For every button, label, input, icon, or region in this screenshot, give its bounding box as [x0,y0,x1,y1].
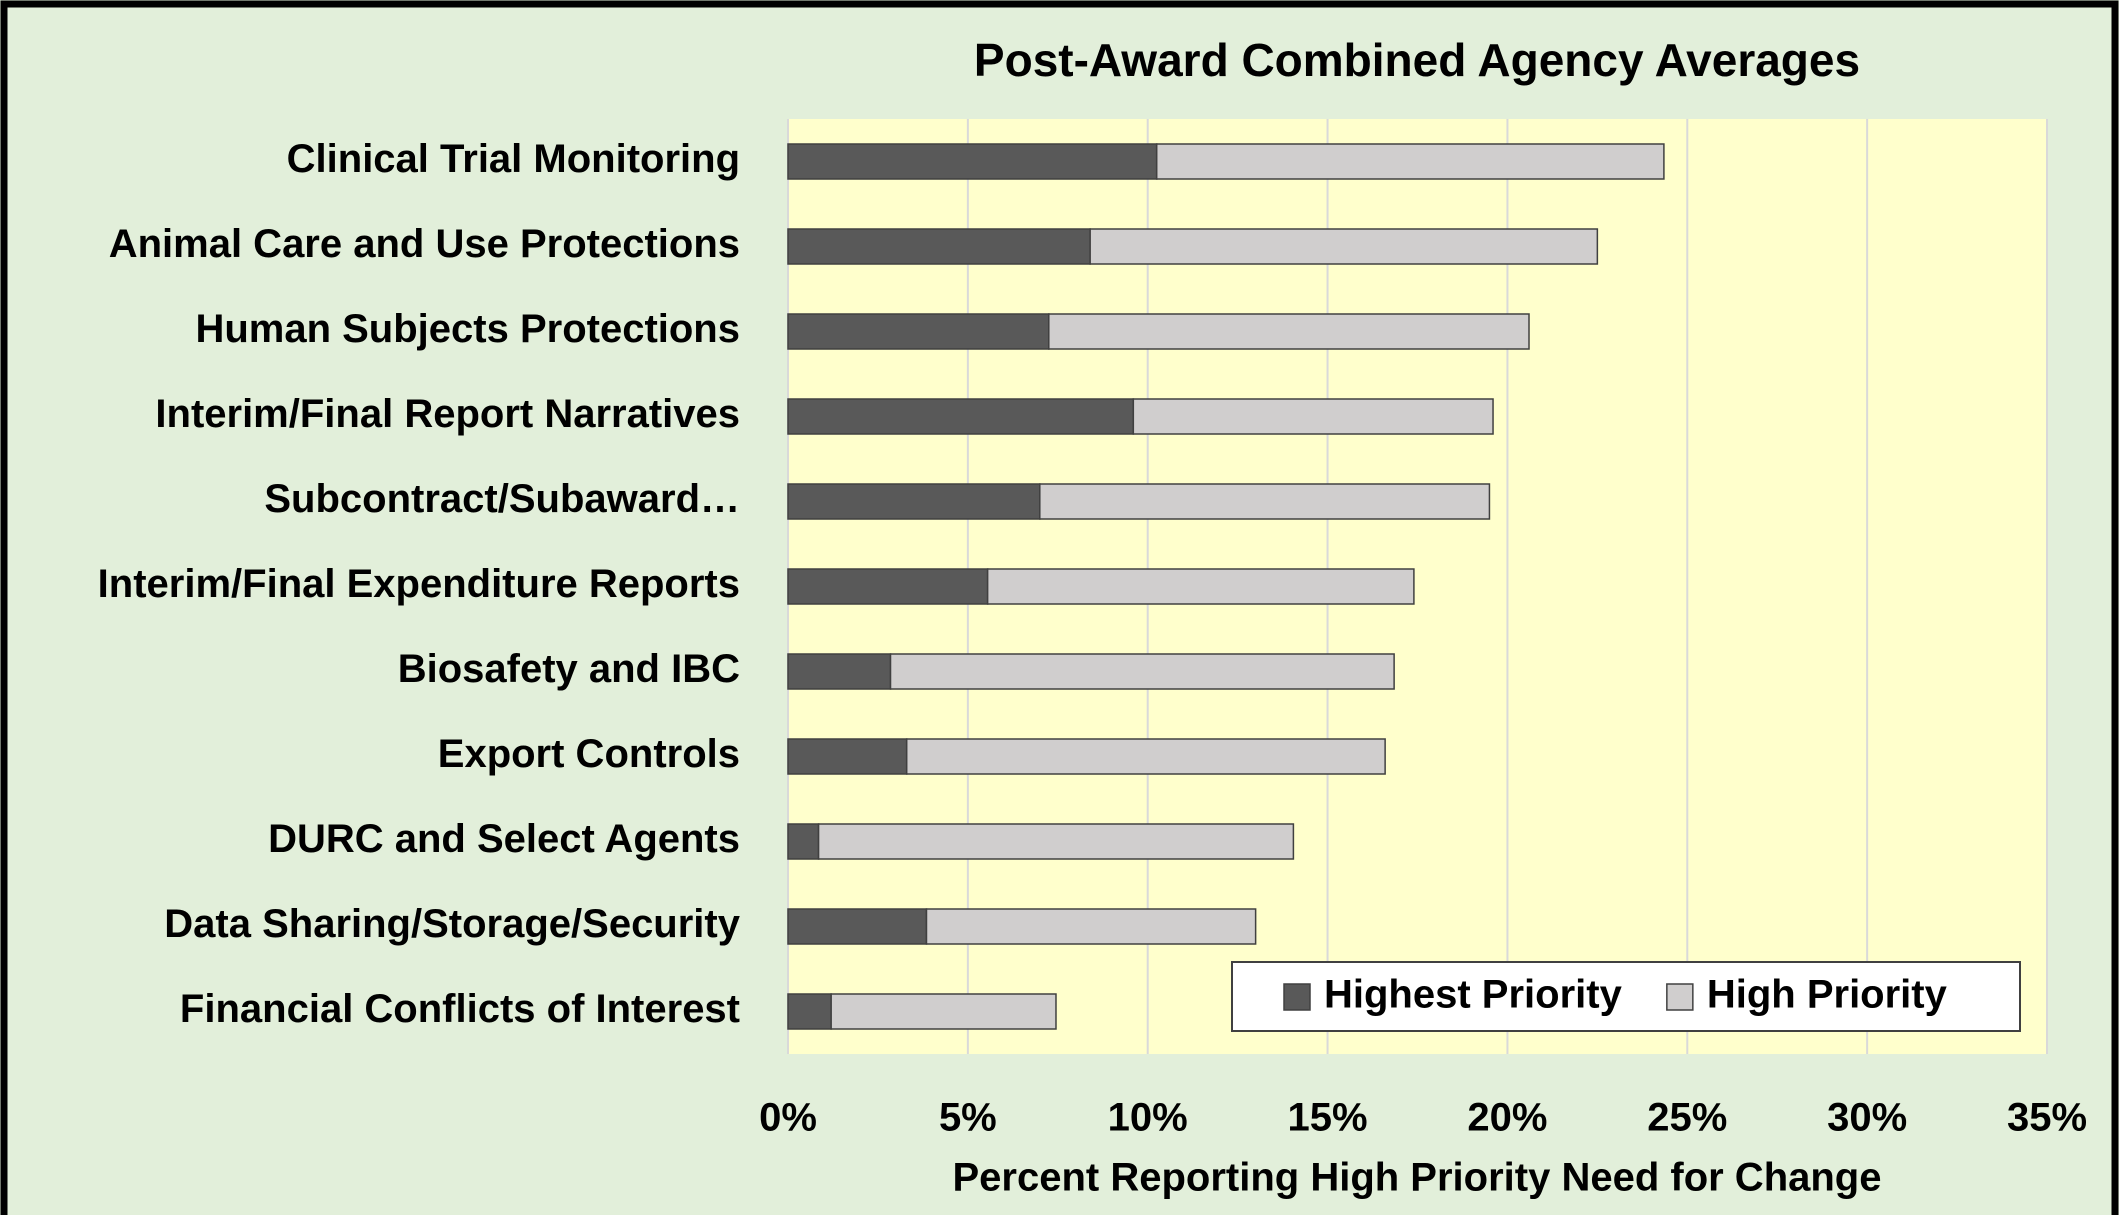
x-tick-label: 5% [939,1096,997,1140]
bar-segment [787,823,820,860]
bar-segment [1132,398,1494,435]
x-tick-label: 20% [1467,1096,1547,1140]
bar-segment [1155,143,1665,180]
bar-segment [925,908,1257,945]
bar-segment [787,228,1091,265]
y-tick-label: Animal Care and Use Protections [109,222,740,266]
y-tick-label: Clinical Trial Monitoring [287,137,740,181]
bar-segment [787,313,1050,350]
bar-segment [787,908,928,945]
bar-segment [889,653,1395,690]
y-tick-label: Subcontract/Subaward… [264,477,740,521]
legend-box [1231,961,2021,1032]
x-axis-label: Percent Reporting High Priority Need for… [952,1156,1881,1200]
legend-swatch [1283,983,1311,1011]
legend-swatch [1666,983,1694,1011]
bar-segment [787,738,908,775]
y-tick-label: Biosafety and IBC [398,647,740,691]
bar-segment [1039,483,1491,520]
bar-segment [830,993,1057,1030]
x-tick-label: 15% [1288,1096,1368,1140]
y-tick-label: Human Subjects Protections [195,307,740,351]
bar-segment [817,823,1295,860]
bar-segment [1048,313,1530,350]
x-tick-label: 10% [1108,1096,1188,1140]
bar-segment [986,568,1415,605]
x-tick-label: 25% [1647,1096,1727,1140]
bar-segment [787,143,1158,180]
y-tick-label: Data Sharing/Storage/Security [164,902,740,946]
x-tick-label: 30% [1827,1096,1907,1140]
bar-segment [787,568,989,605]
bar-segment [905,738,1386,775]
y-tick-label: Financial Conflicts of Interest [180,987,740,1031]
bar-segment [787,993,832,1030]
x-tick-label: 35% [2007,1096,2087,1140]
bar-segment [787,653,892,690]
y-tick-label: Interim/Final Expenditure Reports [98,562,740,606]
x-tick-label: 0% [759,1096,817,1140]
y-tick-label: Export Controls [438,732,740,776]
bar-segment [1089,228,1599,265]
y-tick-label: DURC and Select Agents [268,817,740,861]
bar-segment [787,483,1041,520]
y-tick-label: Interim/Final Report Narratives [155,392,740,436]
legend-label: High Priority [1707,973,1948,1017]
bar-segment [787,398,1135,435]
legend-label: Highest Priority [1324,973,1623,1017]
chart-title: Post-Award Combined Agency Averages [974,34,1860,86]
